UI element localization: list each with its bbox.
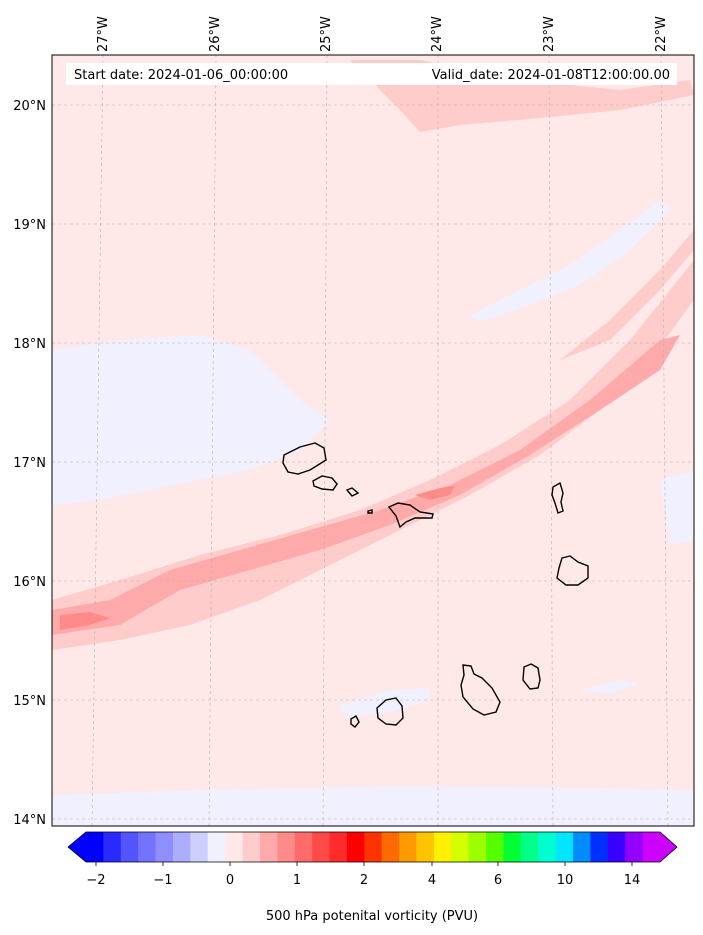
colorbar-segment bbox=[225, 832, 243, 862]
lat-label: 15°N bbox=[13, 694, 46, 709]
header-box bbox=[66, 63, 677, 85]
colorbar-segment bbox=[294, 832, 313, 862]
colorbar-segment bbox=[486, 832, 504, 862]
colorbar-segment bbox=[103, 832, 122, 862]
colorbar-tick-label: 1 bbox=[293, 873, 301, 888]
lon-label: 24°W bbox=[430, 16, 445, 52]
pv-field bbox=[52, 55, 694, 826]
lon-label: 26°W bbox=[208, 16, 223, 52]
valid-date-text: Valid_date: 2024-01-08T12:00:00.00 bbox=[432, 68, 670, 83]
island-sao-nicolau bbox=[387, 502, 434, 529]
lon-label: 27°W bbox=[96, 16, 111, 52]
colorbar-segment bbox=[399, 832, 417, 862]
lat-label: 19°N bbox=[13, 218, 46, 233]
colorbar-segment bbox=[242, 832, 261, 862]
pv-band-high bbox=[415, 486, 455, 500]
lat-label: 16°N bbox=[13, 575, 46, 590]
pv-band-low bbox=[52, 260, 694, 650]
colorbar-tick-label: 0 bbox=[226, 873, 234, 888]
lon-labels: 27°W 26°W 25°W 24°W 23°W 22°W bbox=[96, 16, 669, 52]
pv-negative-south bbox=[340, 688, 430, 718]
colorbar-tick-label: 10 bbox=[557, 873, 574, 888]
colorbar-segment bbox=[364, 832, 383, 862]
island-brava bbox=[350, 715, 360, 728]
colorbar-segment bbox=[451, 832, 470, 862]
colorbar-segment bbox=[172, 832, 191, 862]
colorbar-segment bbox=[155, 832, 174, 862]
pv-negative-west bbox=[52, 335, 330, 505]
colorbar bbox=[67, 831, 678, 863]
colorbar-segment bbox=[538, 832, 557, 862]
colorbar-segment bbox=[277, 832, 296, 862]
colorbar-segment bbox=[503, 832, 522, 862]
pv-negative-bottom bbox=[52, 786, 694, 826]
lat-label: 14°N bbox=[13, 813, 46, 828]
colorbar-segment bbox=[625, 832, 643, 862]
colorbar-segment bbox=[433, 832, 452, 862]
island-branco bbox=[367, 509, 373, 514]
colorbar-segment bbox=[555, 832, 574, 862]
colorbar-tick-label: 6 bbox=[494, 873, 502, 888]
colorbar-segment bbox=[190, 832, 209, 862]
colorbar-segment bbox=[573, 832, 591, 862]
pv-negative-east bbox=[660, 470, 694, 545]
colorbar-segment bbox=[346, 832, 365, 862]
lon-label: 25°W bbox=[319, 16, 334, 52]
island-maio bbox=[522, 663, 541, 690]
colorbar-segment bbox=[86, 832, 104, 862]
colorbar-tick-label: 4 bbox=[428, 873, 436, 888]
colorbar-outline bbox=[67, 831, 678, 863]
colorbar-segment bbox=[120, 832, 139, 862]
island-santiago bbox=[460, 664, 501, 716]
colorbar-segment bbox=[259, 832, 278, 862]
map-frame bbox=[51, 54, 695, 827]
colorbar-segment bbox=[520, 832, 539, 862]
colorbar-segment bbox=[312, 832, 330, 862]
pv-negative-northeast bbox=[470, 200, 670, 322]
colorbar-tick-label: −2 bbox=[86, 873, 105, 888]
pv-negative-south-2 bbox=[580, 680, 640, 694]
colorbar-segment bbox=[381, 832, 400, 862]
lat-label: 18°N bbox=[13, 337, 46, 352]
lat-labels: 20°N 19°N 18°N 17°N 16°N 15°N 14°N bbox=[13, 99, 46, 828]
island-boa-vista bbox=[556, 555, 589, 586]
colorbar-segment bbox=[416, 832, 435, 862]
colorbar-tick-label: 14 bbox=[624, 873, 641, 888]
colorbar-segment bbox=[207, 832, 226, 862]
lat-label: 17°N bbox=[13, 456, 46, 471]
colorbar-segment bbox=[468, 832, 487, 862]
lon-label: 23°W bbox=[542, 16, 557, 52]
colorbar-segment bbox=[329, 832, 348, 862]
gridlines bbox=[52, 55, 694, 826]
pv-band-high-2 bbox=[60, 612, 110, 630]
island-santo-antao bbox=[282, 442, 327, 475]
colorbar-ticks: −2 −1 0 1 2 4 6 10 14 bbox=[86, 873, 640, 888]
colorbar-tick-label: −1 bbox=[153, 873, 172, 888]
colorbar-segment bbox=[607, 832, 626, 862]
colorbar-tick-marks bbox=[95, 862, 633, 866]
lat-label: 20°N bbox=[13, 99, 46, 114]
lon-label: 22°W bbox=[654, 16, 669, 52]
island-santa-luzia bbox=[345, 487, 360, 497]
pv-band-mid bbox=[52, 335, 680, 635]
colorbar-tick-label: 2 bbox=[360, 873, 368, 888]
start-date-text: Start date: 2024-01-06_00:00:00 bbox=[74, 68, 288, 83]
island-fogo bbox=[376, 697, 404, 726]
coastlines bbox=[282, 442, 589, 728]
colorbar-segment bbox=[642, 832, 661, 862]
colorbar-extend-min bbox=[68, 832, 86, 862]
colorbar-segment bbox=[138, 832, 156, 862]
colorbar-segment bbox=[590, 832, 609, 862]
colorbar-label: 500 hPa potenital vorticity (PVU) bbox=[266, 909, 478, 924]
island-sal bbox=[551, 481, 564, 514]
colorbar-extend-max bbox=[660, 832, 677, 862]
island-sao-vicente bbox=[312, 475, 338, 491]
